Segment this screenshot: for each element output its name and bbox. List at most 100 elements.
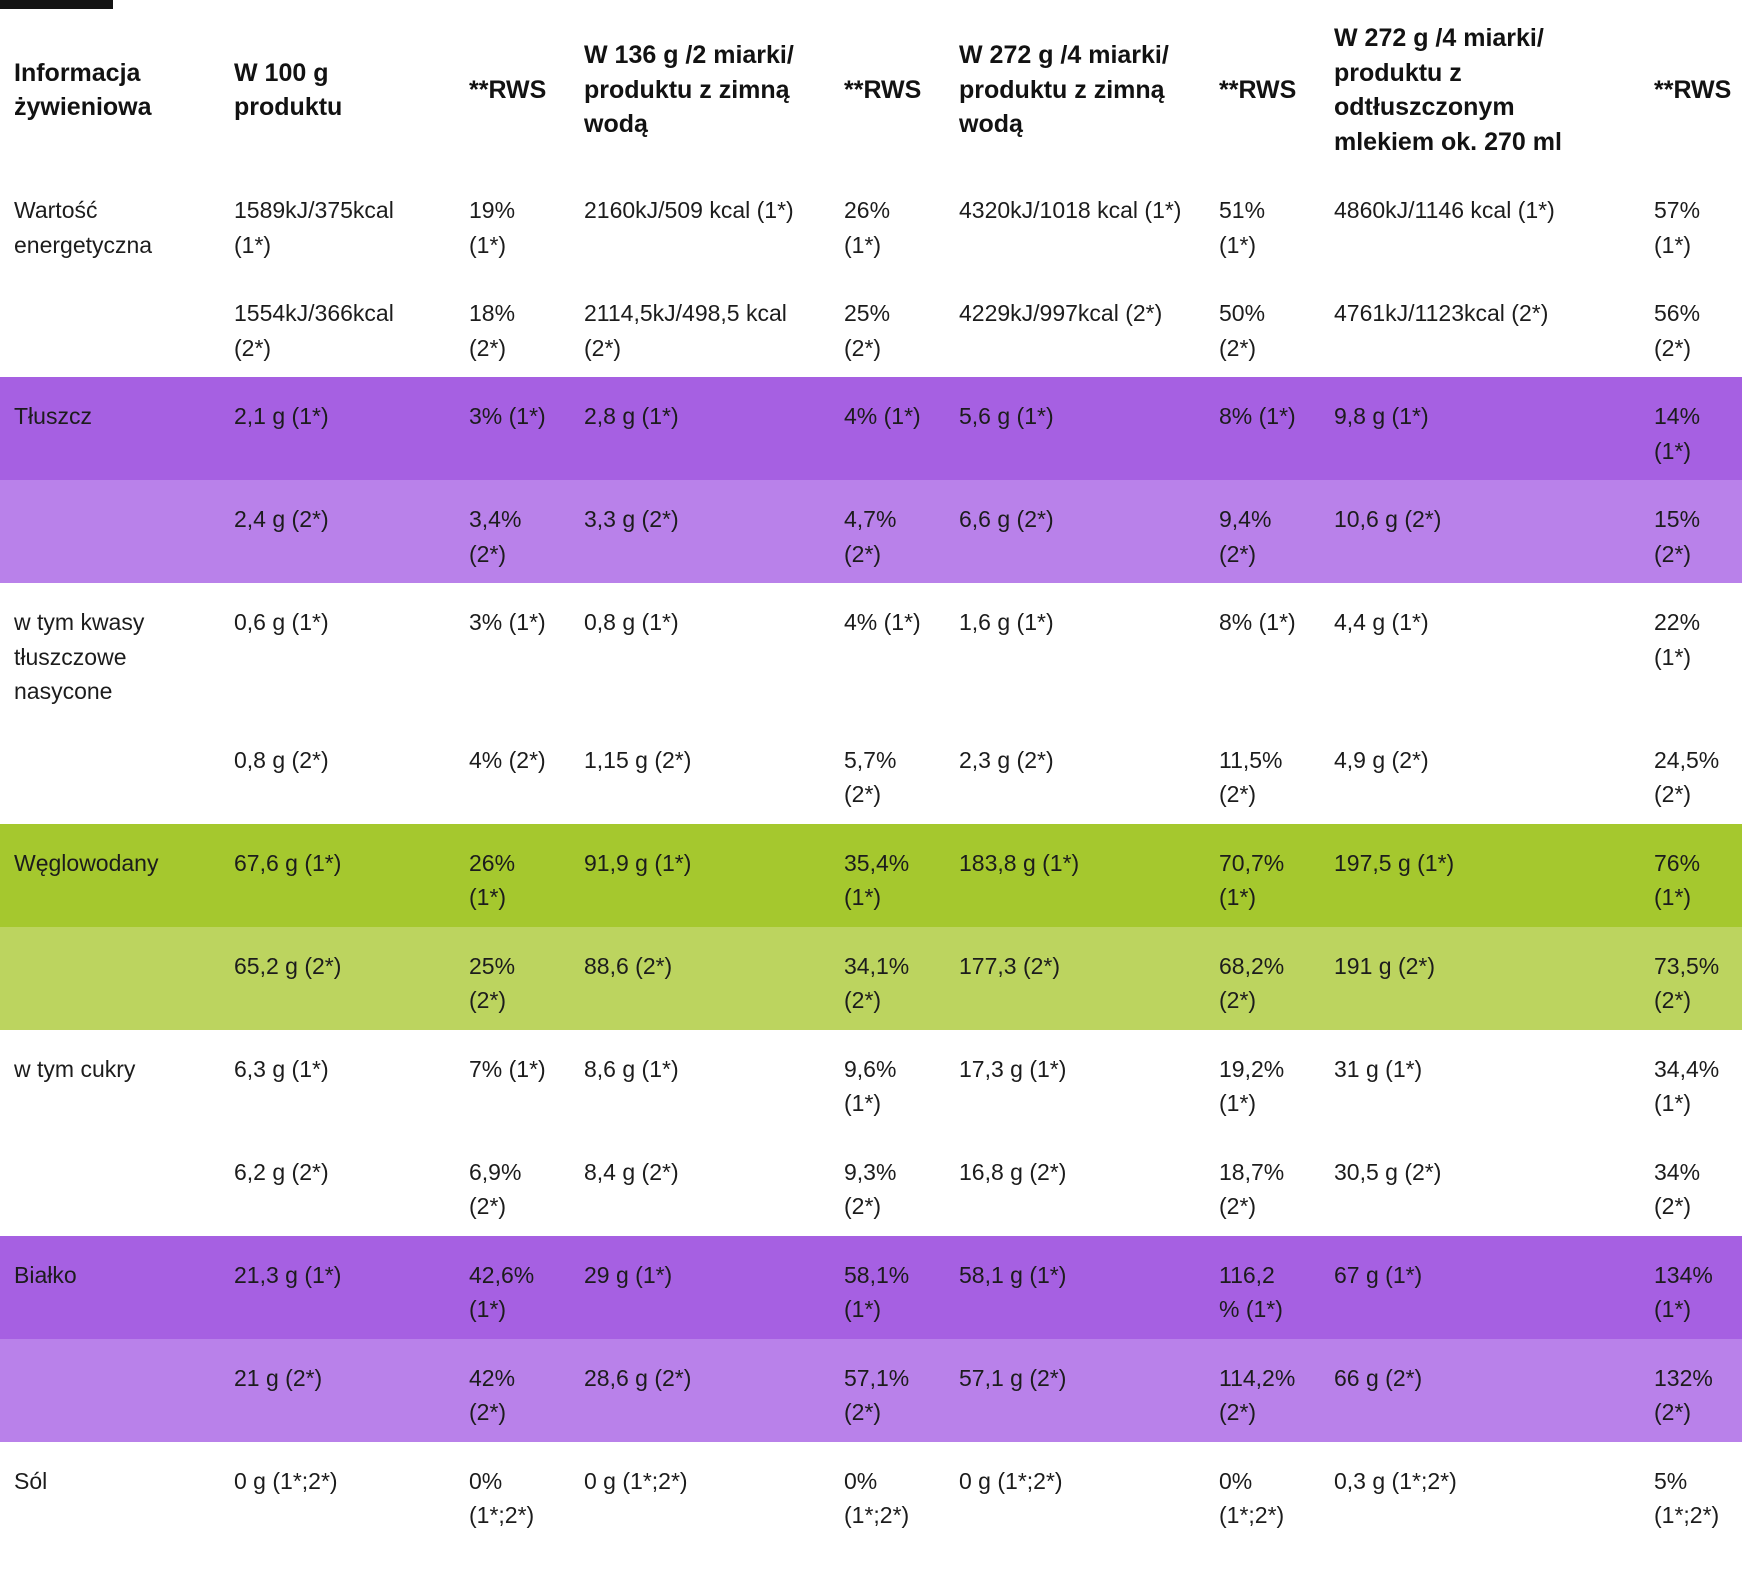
value-cell: 73,5% (2*) <box>1654 952 1720 1014</box>
table-row: Tłuszcz 2,1 g (1*) 3% (1*) 2,8 g (1*) 4% (1*… <box>0 377 1742 480</box>
row-label <box>0 927 220 1030</box>
row-label: Tłuszcz <box>14 403 92 429</box>
value-cell: 56% (2*) <box>1654 300 1701 361</box>
value-cell: 65,2 g (2*) <box>234 952 342 979</box>
value-cell: 22% (1*) <box>1654 609 1701 670</box>
row-label <box>0 721 220 824</box>
value-cell: 9,8 g (1*) <box>1334 403 1429 429</box>
value-cell: 15% (2*) <box>1654 506 1701 567</box>
value-cell: 3% (1*) <box>469 609 546 635</box>
row-label: Sól <box>14 1467 48 1494</box>
value-cell: 5,7% (2*) <box>844 746 897 808</box>
value-cell: 8,4 g (2*) <box>584 1158 679 1185</box>
value-cell: 25% (2*) <box>469 952 516 1014</box>
value-cell: 2,4 g (2*) <box>234 506 329 532</box>
value-cell: 4% (2*) <box>469 746 546 773</box>
value-cell: 19% (1*) <box>469 197 516 258</box>
value-cell: 4% (1*) <box>844 609 921 635</box>
table-row: w tym kwasy tłuszczowe nasycone 0,6 g (1*… <box>0 583 1742 721</box>
column-header: W 100 g produktu <box>234 58 343 122</box>
value-cell: 76% (1*) <box>1654 849 1701 911</box>
table-row: Sól 0 g (1*;2*) 0% (1*;2*) 0 g (1*;2*) 0% (1… <box>0 1441 1742 1592</box>
value-cell: 4,9 g (2*) <box>1334 746 1429 773</box>
value-cell: 0,8 g (1*) <box>584 609 679 635</box>
value-cell: 7% (1*) <box>469 1055 546 1082</box>
table-row: Białko 21,3 g (1*) 42,6% (1*) 29 g (1*) 58,1… <box>0 1235 1742 1339</box>
table-row: 6,2 g (2*) 6,9% (2*) 8,4 g (2*) 9,3% (2*) 16… <box>0 1132 1742 1236</box>
value-cell: 21,3 g (1*) <box>234 1261 342 1288</box>
value-cell: 177,3 (2*) <box>959 952 1061 979</box>
value-cell: 114,2% (2*) <box>1219 1364 1296 1426</box>
value-cell: 6,3 g (1*) <box>234 1055 329 1082</box>
value-cell: 0,3 g (1*;2*) <box>1334 1467 1457 1494</box>
row-label: w tym kwasy tłuszczowe nasycone <box>14 609 145 704</box>
value-cell: 51% (1*) <box>1219 197 1266 258</box>
value-cell: 0 g (1*;2*) <box>234 1467 338 1494</box>
value-cell: 67,6 g (1*) <box>234 849 342 876</box>
value-cell: 14% (1*) <box>1654 403 1701 464</box>
value-cell: 26% (1*) <box>844 197 891 258</box>
value-cell: 8,6 g (1*) <box>584 1055 679 1082</box>
column-header: **RWS <box>1219 75 1297 104</box>
value-cell: 17,3 g (1*) <box>959 1055 1067 1082</box>
value-cell: 1,6 g (1*) <box>959 609 1054 635</box>
value-cell: 2,1 g (1*) <box>234 403 329 429</box>
table-row: Węglowodany 67,6 g (1*) 26% (1*) 91,9 g (1*… <box>0 823 1742 927</box>
column-header: **RWS <box>469 75 547 104</box>
value-cell: 31 g (1*) <box>1334 1055 1423 1082</box>
table-row: 2,4 g (2*) 3,4% (2*) 3,3 g (2*) 4,7% (2*) 6,… <box>0 480 1742 583</box>
value-cell: 197,5 g (1*) <box>1334 849 1455 876</box>
value-cell: 0,8 g (2*) <box>234 746 329 773</box>
row-label <box>0 1339 220 1442</box>
value-cell: 9,6% (1*) <box>844 1055 897 1117</box>
value-cell: 68,2% (2*) <box>1219 952 1285 1014</box>
table-head: Informacja żywieniowa W 100 g produktu **R… <box>0 9 1742 171</box>
value-cell: 3,4% (2*) <box>469 506 522 567</box>
value-cell: 8% (1*) <box>1219 403 1296 429</box>
value-cell: 1,15 g (2*) <box>584 746 692 773</box>
value-cell: 4320kJ/1018 kcal (1*) <box>959 197 1182 223</box>
value-cell: 4,7% (2*) <box>844 506 897 567</box>
value-cell: 6,9% (2*) <box>469 1158 522 1220</box>
value-cell: 9,3% (2*) <box>844 1158 897 1220</box>
column-header: **RWS <box>1654 75 1732 104</box>
value-cell: 35,4% (1*) <box>844 849 910 911</box>
value-cell: 18% (2*) <box>469 300 516 361</box>
value-cell: 34% (2*) <box>1654 1158 1701 1220</box>
row-label <box>0 480 220 583</box>
value-cell: 0% (1*;2*) <box>1219 1467 1285 1529</box>
value-cell: 11,5% (2*) <box>1219 746 1283 808</box>
value-cell: 58,1 g (1*) <box>959 1261 1067 1288</box>
value-cell: 3% (1*) <box>469 403 546 429</box>
value-cell: 9,4% (2*) <box>1219 506 1272 567</box>
row-label <box>0 274 220 377</box>
value-cell: 26% (1*) <box>469 849 516 911</box>
value-cell: 67 g (1*) <box>1334 1261 1423 1288</box>
value-cell: 10,6 g (2*) <box>1334 506 1442 532</box>
value-cell: 34,1% (2*) <box>844 952 910 1014</box>
value-cell: 5,6 g (1*) <box>959 403 1054 429</box>
value-cell: 91,9 g (1*) <box>584 849 692 876</box>
value-cell: 2114,5kJ/498,5 kcal (2*) <box>584 300 787 361</box>
value-cell: 16,8 g (2*) <box>959 1158 1067 1185</box>
value-cell: 2160kJ/509 kcal (1*) <box>584 197 794 223</box>
table-body: Wartość energetyczna 1589kJ/375kcal (1*) 1… <box>0 171 1742 1592</box>
value-cell: 0,6 g (1*) <box>234 609 329 635</box>
value-cell: 4% (1*) <box>844 403 921 429</box>
value-cell: 5% (1*;2*) <box>1654 1467 1720 1529</box>
value-cell: 29 g (1*) <box>584 1261 673 1288</box>
value-cell: 3,3 g (2*) <box>584 506 679 532</box>
table-row: Wartość energetyczna 1589kJ/375kcal (1*) 1… <box>0 171 1742 274</box>
column-header: Informacja żywieniowa <box>14 58 152 122</box>
value-cell: 34,4% (1*) <box>1654 1055 1720 1117</box>
value-cell: 30,5 g (2*) <box>1334 1158 1442 1185</box>
value-cell: 88,6 (2*) <box>584 952 673 979</box>
value-cell: 66 g (2*) <box>1334 1364 1423 1391</box>
column-header: **RWS <box>844 75 922 104</box>
value-cell: 183,8 g (1*) <box>959 849 1080 876</box>
value-cell: 4761kJ/1123kcal (2*) <box>1334 300 1549 326</box>
table-row: 65,2 g (2*) 25% (2*) 88,6 (2*) 34,1% (2*) 17… <box>0 926 1742 1030</box>
table-row: 1554kJ/366kcal (2*) 18% (2*) 2114,5kJ/498,… <box>0 274 1742 377</box>
value-cell: 42% (2*) <box>469 1364 516 1426</box>
